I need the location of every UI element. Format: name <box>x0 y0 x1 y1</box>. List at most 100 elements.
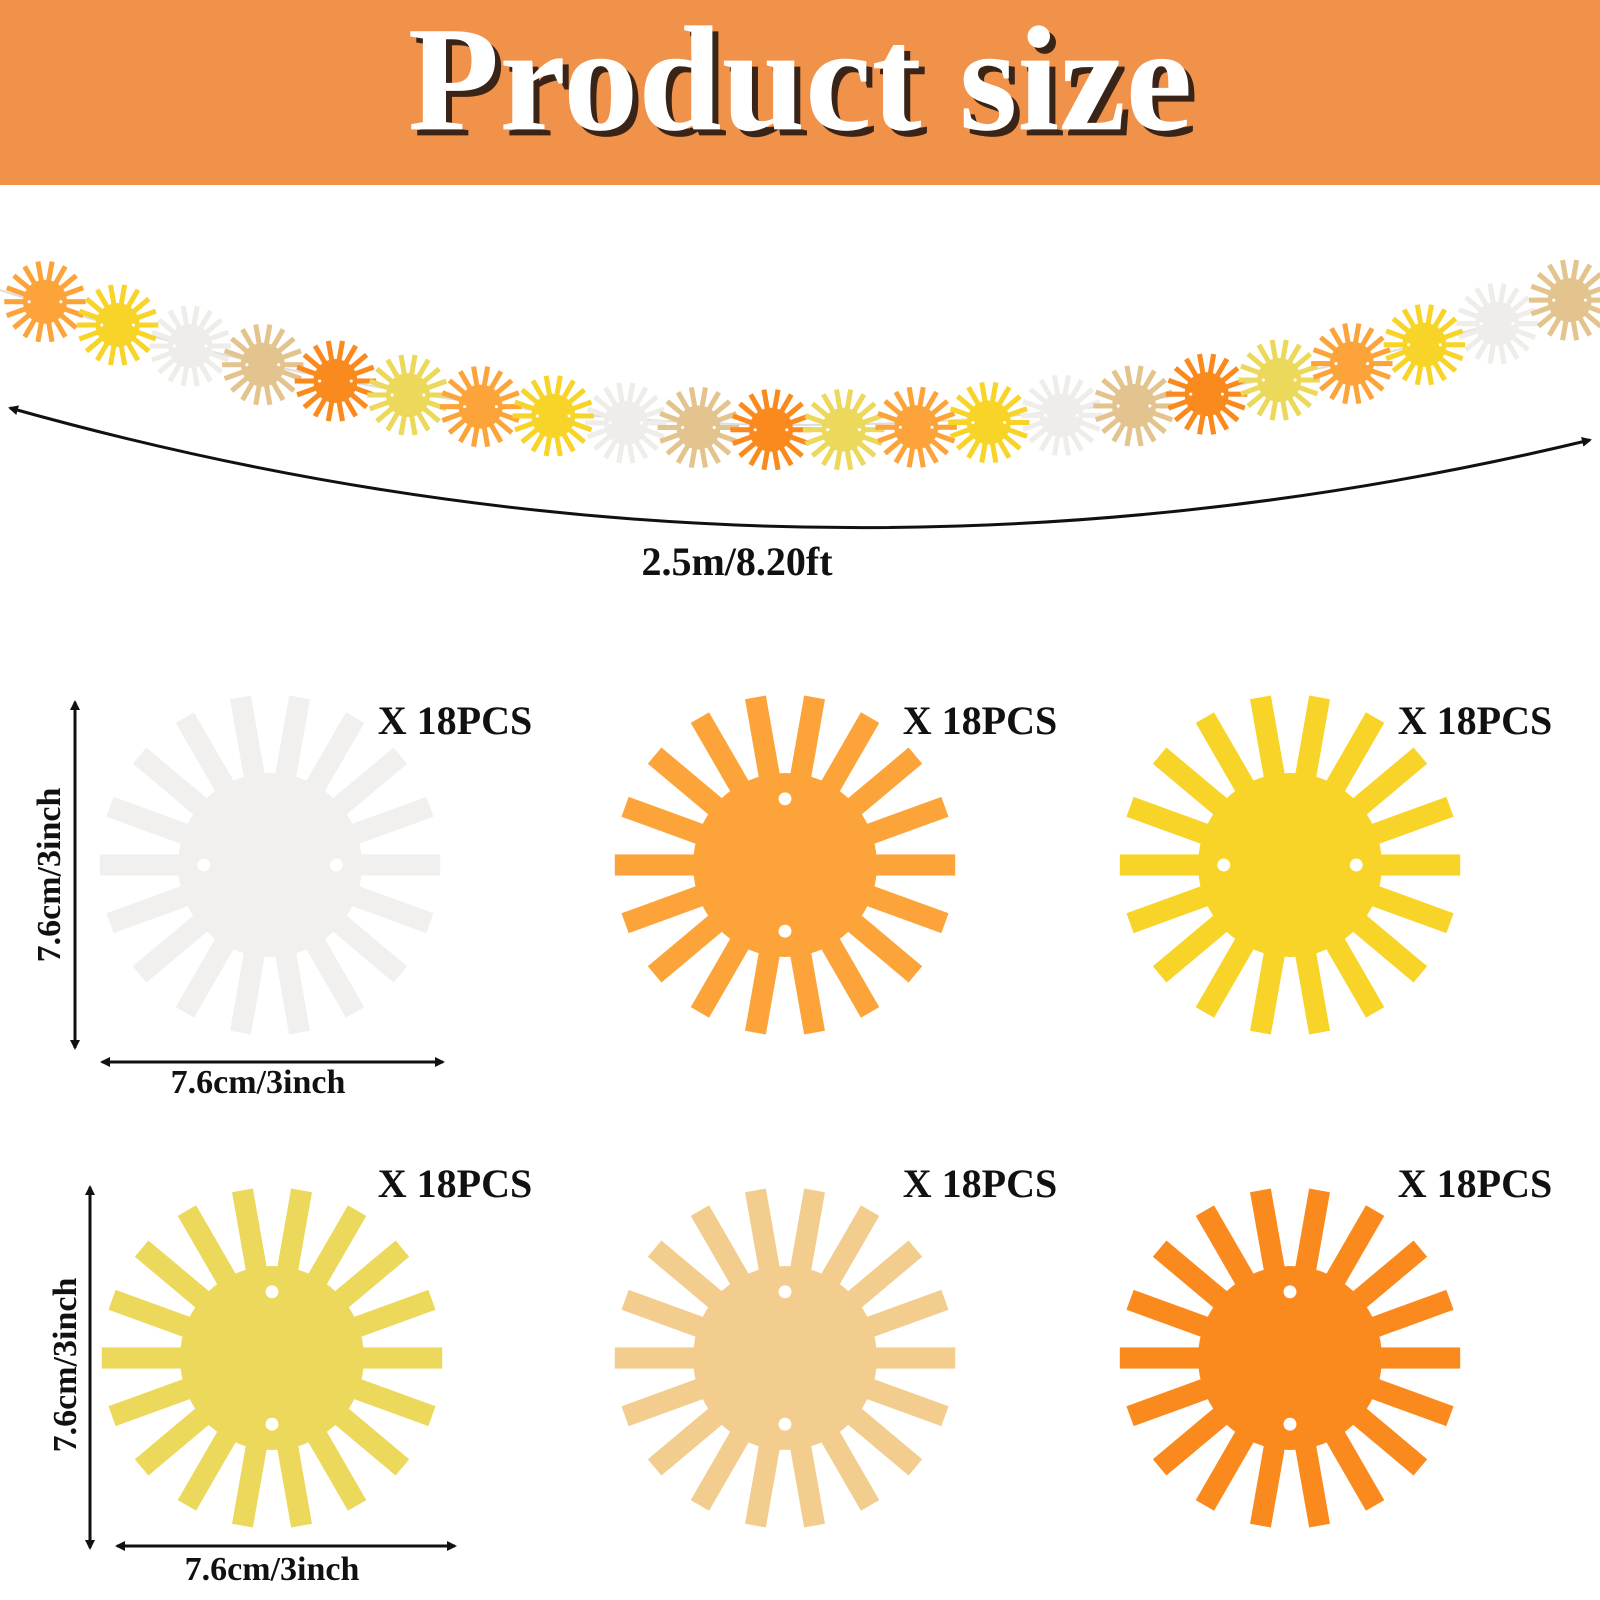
sun-ray <box>1547 316 1562 337</box>
sun-ray <box>197 361 213 383</box>
sun-ray <box>1414 304 1424 326</box>
sun <box>1311 323 1393 405</box>
sun-ray <box>447 378 468 396</box>
sun <box>367 354 449 436</box>
sun-ray <box>1195 1205 1258 1292</box>
sun-ray <box>78 329 100 342</box>
sun-hole <box>59 300 63 304</box>
sun-ray <box>177 1205 240 1292</box>
sun-hole <box>1511 322 1515 326</box>
sun-ray <box>203 356 224 375</box>
garland <box>0 259 1600 471</box>
sun <box>512 375 594 457</box>
sun-hole <box>277 363 281 367</box>
sun-ray <box>1391 355 1411 373</box>
sun-ray <box>745 695 782 786</box>
sun <box>585 382 667 464</box>
sun-hole <box>204 344 208 348</box>
sun-ray <box>385 358 401 380</box>
sun-hole <box>753 428 757 432</box>
sun-ray <box>1240 363 1262 376</box>
sun-ray <box>427 392 449 398</box>
sun-ray <box>398 354 408 376</box>
sun-ray <box>1093 403 1115 409</box>
sun-ray <box>989 381 999 404</box>
sun-ray <box>657 424 679 431</box>
sun-ray <box>191 305 200 327</box>
sun-disc <box>1329 341 1374 386</box>
sun-ray <box>375 366 395 385</box>
sun-ray <box>1487 342 1497 365</box>
sun-ray <box>745 1437 782 1528</box>
sun-ray <box>1269 339 1279 361</box>
sun-hole <box>1283 1285 1297 1299</box>
sun-hole <box>390 393 394 397</box>
sun-hole <box>245 363 249 367</box>
sun-ray <box>1437 355 1458 373</box>
sun-ray <box>1296 363 1319 376</box>
sun <box>149 305 231 387</box>
sun-ray <box>788 1188 825 1279</box>
sun-ray <box>1365 374 1385 392</box>
sun-ray <box>22 317 38 339</box>
sun-ray <box>52 265 68 286</box>
sun-ray <box>135 329 157 342</box>
sun-ray <box>512 413 534 419</box>
sun <box>1238 339 1320 421</box>
sun-ray <box>1346 747 1428 820</box>
count-label: X 18PCS <box>1398 1161 1552 1206</box>
sun-ray <box>1444 342 1466 348</box>
sun-ray <box>1214 357 1230 379</box>
sun-ray <box>481 425 491 448</box>
sun-ray <box>1280 399 1289 421</box>
sun-hole <box>681 425 685 430</box>
sun-ray <box>844 448 854 471</box>
sun-ray <box>1530 283 1552 296</box>
sun-ray <box>699 386 708 409</box>
sun-ray <box>441 390 463 403</box>
sun-ray <box>343 344 358 366</box>
sun-ray <box>1464 295 1484 313</box>
sun-ray <box>621 1376 711 1427</box>
sun-hole <box>1334 362 1338 366</box>
sun-ray <box>690 931 753 1018</box>
sun-ray <box>125 340 141 362</box>
sun-hole <box>1407 343 1411 347</box>
sun-ray <box>1069 378 1084 400</box>
sun-ray <box>1293 1188 1330 1279</box>
sun-ray <box>348 352 369 371</box>
sun-ray <box>1504 339 1520 361</box>
sun-hole <box>265 1417 279 1431</box>
sun-ray <box>232 1188 269 1279</box>
sun-ray <box>1028 387 1048 405</box>
sun-ray <box>62 306 85 318</box>
sun-ray <box>222 362 243 368</box>
sun-ray <box>817 931 880 1018</box>
sun-ray <box>118 284 128 306</box>
sun-ray <box>282 362 304 368</box>
sun-ray <box>302 391 322 410</box>
sun-ray <box>481 366 491 388</box>
sun-ray <box>344 883 434 934</box>
sun-disc <box>1198 773 1382 957</box>
sun-ray <box>336 400 345 422</box>
width-label: 7.6cm/3inch <box>171 1064 346 1101</box>
sun-ray <box>5 306 28 318</box>
sun-hole <box>318 379 322 383</box>
sun-hole <box>712 425 716 430</box>
sun-ray <box>1126 883 1216 934</box>
sun-ray <box>58 273 78 291</box>
sun-ray <box>1516 321 1538 327</box>
sun-ray <box>554 375 563 397</box>
sun-ray <box>197 309 213 331</box>
sun-hole <box>778 1285 792 1299</box>
sun-ray <box>232 1437 269 1528</box>
sun-ray <box>1371 361 1393 367</box>
sun-hole <box>1189 392 1193 396</box>
sun <box>1119 1188 1461 1528</box>
sun-ray <box>304 1205 367 1292</box>
sun-ray <box>326 910 408 983</box>
sun-ray <box>875 424 897 430</box>
sun-disc <box>178 773 362 957</box>
